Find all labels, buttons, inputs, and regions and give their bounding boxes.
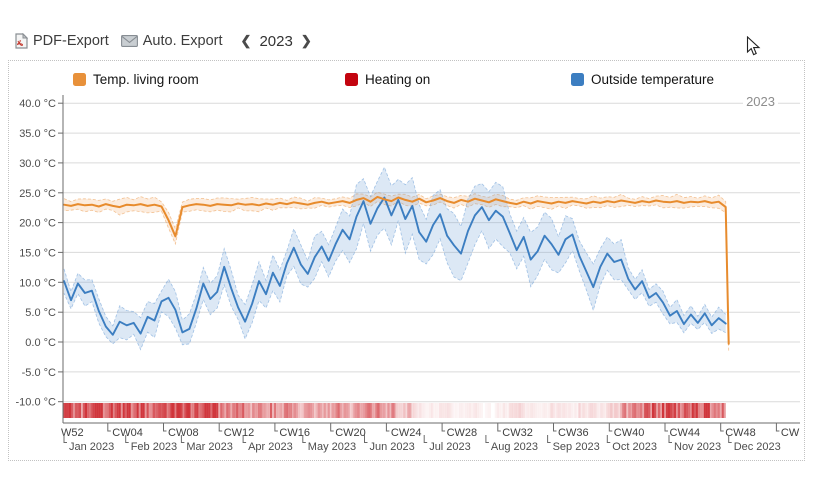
- svg-text:CW36: CW36: [558, 427, 589, 439]
- svg-text:W52: W52: [61, 427, 84, 439]
- year-value: 2023: [259, 32, 293, 50]
- heating-swatch-icon: [345, 73, 358, 86]
- svg-text:15.0 °C: 15.0 °C: [19, 247, 56, 259]
- svg-text:0.0 °C: 0.0 °C: [25, 337, 56, 349]
- living-room-swatch-icon: [73, 73, 86, 86]
- svg-text:CW44: CW44: [670, 427, 701, 439]
- svg-text:Jul 2023: Jul 2023: [429, 441, 471, 453]
- prev-year-button[interactable]: ❮: [240, 33, 252, 48]
- svg-text:Sep 2023: Sep 2023: [553, 441, 600, 453]
- svg-text:Dec 2023: Dec 2023: [734, 441, 781, 453]
- svg-text:Feb 2023: Feb 2023: [131, 441, 177, 453]
- svg-text:40.0 °C: 40.0 °C: [19, 98, 56, 110]
- svg-text:20.0 °C: 20.0 °C: [19, 218, 56, 230]
- svg-text:30.0 °C: 30.0 °C: [19, 158, 56, 170]
- legend-item-outside[interactable]: Outside temperature: [571, 72, 714, 87]
- year-navigation: ❮ 2023 ❯: [239, 33, 314, 50]
- envelope-icon: [120, 35, 138, 47]
- svg-text:CW04: CW04: [112, 427, 143, 439]
- auto-export-label: Auto. Export: [142, 33, 223, 49]
- outside-swatch-icon: [571, 73, 584, 86]
- svg-text:CW12: CW12: [224, 427, 255, 439]
- svg-text:CW20: CW20: [335, 427, 366, 439]
- next-year-button[interactable]: ❯: [300, 33, 312, 48]
- pdf-export-label: PDF-Export: [33, 33, 109, 49]
- svg-text:Mar 2023: Mar 2023: [186, 441, 232, 453]
- svg-text:Oct 2023: Oct 2023: [612, 441, 657, 453]
- pdf-file-icon: [15, 33, 28, 49]
- svg-text:CW08: CW08: [168, 427, 199, 439]
- pdf-export-button[interactable]: PDF-Export: [14, 33, 109, 49]
- svg-text:35.0 °C: 35.0 °C: [19, 128, 56, 140]
- chart-year-label: 2023: [743, 94, 778, 109]
- auto-export-button[interactable]: Auto. Export: [120, 33, 223, 49]
- svg-text:-10.0 °C: -10.0 °C: [16, 397, 57, 409]
- svg-text:5.0 °C: 5.0 °C: [25, 307, 56, 319]
- legend-item-heating[interactable]: Heating on: [345, 72, 430, 87]
- svg-text:Apr 2023: Apr 2023: [248, 441, 293, 453]
- svg-text:CW24: CW24: [391, 427, 422, 439]
- svg-text:Aug 2023: Aug 2023: [491, 441, 538, 453]
- svg-text:-5.0 °C: -5.0 °C: [22, 367, 56, 379]
- svg-text:25.0 °C: 25.0 °C: [19, 188, 56, 200]
- legend-label-outside: Outside temperature: [591, 72, 715, 87]
- svg-text:May 2023: May 2023: [308, 441, 356, 453]
- legend-label-heating: Heating on: [365, 72, 431, 87]
- svg-text:CW: CW: [781, 427, 800, 439]
- svg-text:CW32: CW32: [502, 427, 533, 439]
- chart-panel: Temp. living room Heating on Outside tem…: [8, 60, 805, 461]
- svg-text:Jun 2023: Jun 2023: [370, 441, 415, 453]
- legend-item-living-room[interactable]: Temp. living room: [73, 72, 199, 87]
- svg-text:Jan 2023: Jan 2023: [69, 441, 114, 453]
- svg-text:CW48: CW48: [725, 427, 756, 439]
- svg-text:10.0 °C: 10.0 °C: [19, 277, 56, 289]
- temperature-chart[interactable]: 40.0 °C 35.0 °C 30.0 °C 25.0 °C 20.0 °C 15.0 …: [9, 61, 804, 460]
- svg-text:Nov 2023: Nov 2023: [674, 441, 721, 453]
- svg-text:CW40: CW40: [614, 427, 645, 439]
- svg-text:CW16: CW16: [279, 427, 310, 439]
- mouse-cursor: [746, 36, 761, 56]
- svg-text:CW28: CW28: [447, 427, 478, 439]
- toolbar: PDF-Export Auto. Export ❮ 2023 ❯: [14, 30, 314, 52]
- legend-label-living-room: Temp. living room: [93, 72, 199, 87]
